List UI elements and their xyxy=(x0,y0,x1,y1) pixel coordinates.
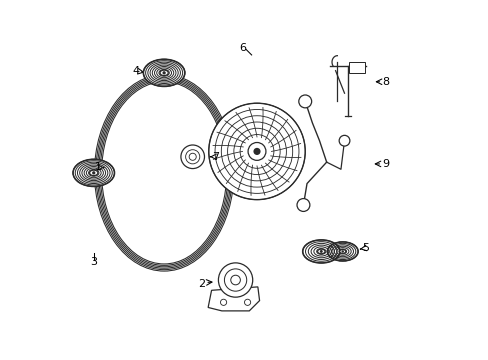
Text: 1: 1 xyxy=(94,162,102,172)
Text: 3: 3 xyxy=(90,257,97,267)
Circle shape xyxy=(319,250,322,253)
Circle shape xyxy=(208,103,305,200)
Ellipse shape xyxy=(160,70,168,76)
Circle shape xyxy=(247,143,265,160)
Text: 5: 5 xyxy=(362,243,369,253)
Text: 2: 2 xyxy=(198,279,205,289)
Circle shape xyxy=(244,299,250,305)
Ellipse shape xyxy=(317,249,325,254)
Text: 4: 4 xyxy=(132,66,139,76)
Ellipse shape xyxy=(73,159,114,186)
Circle shape xyxy=(218,263,252,297)
Circle shape xyxy=(162,71,165,75)
Circle shape xyxy=(181,145,204,168)
Circle shape xyxy=(220,299,226,305)
Circle shape xyxy=(253,148,260,155)
Circle shape xyxy=(92,171,95,175)
Circle shape xyxy=(341,250,343,253)
Text: 7: 7 xyxy=(212,152,219,162)
Ellipse shape xyxy=(143,59,184,86)
Circle shape xyxy=(296,199,309,211)
Text: 6: 6 xyxy=(239,43,246,53)
Polygon shape xyxy=(208,287,259,311)
Circle shape xyxy=(298,95,311,108)
Bar xyxy=(348,62,365,73)
Ellipse shape xyxy=(302,240,339,263)
Circle shape xyxy=(230,275,240,285)
Ellipse shape xyxy=(326,242,357,261)
Circle shape xyxy=(339,135,349,146)
Ellipse shape xyxy=(89,170,98,176)
Ellipse shape xyxy=(339,249,345,253)
Circle shape xyxy=(189,153,196,160)
Text: 9: 9 xyxy=(381,159,388,169)
Text: 8: 8 xyxy=(381,77,388,87)
